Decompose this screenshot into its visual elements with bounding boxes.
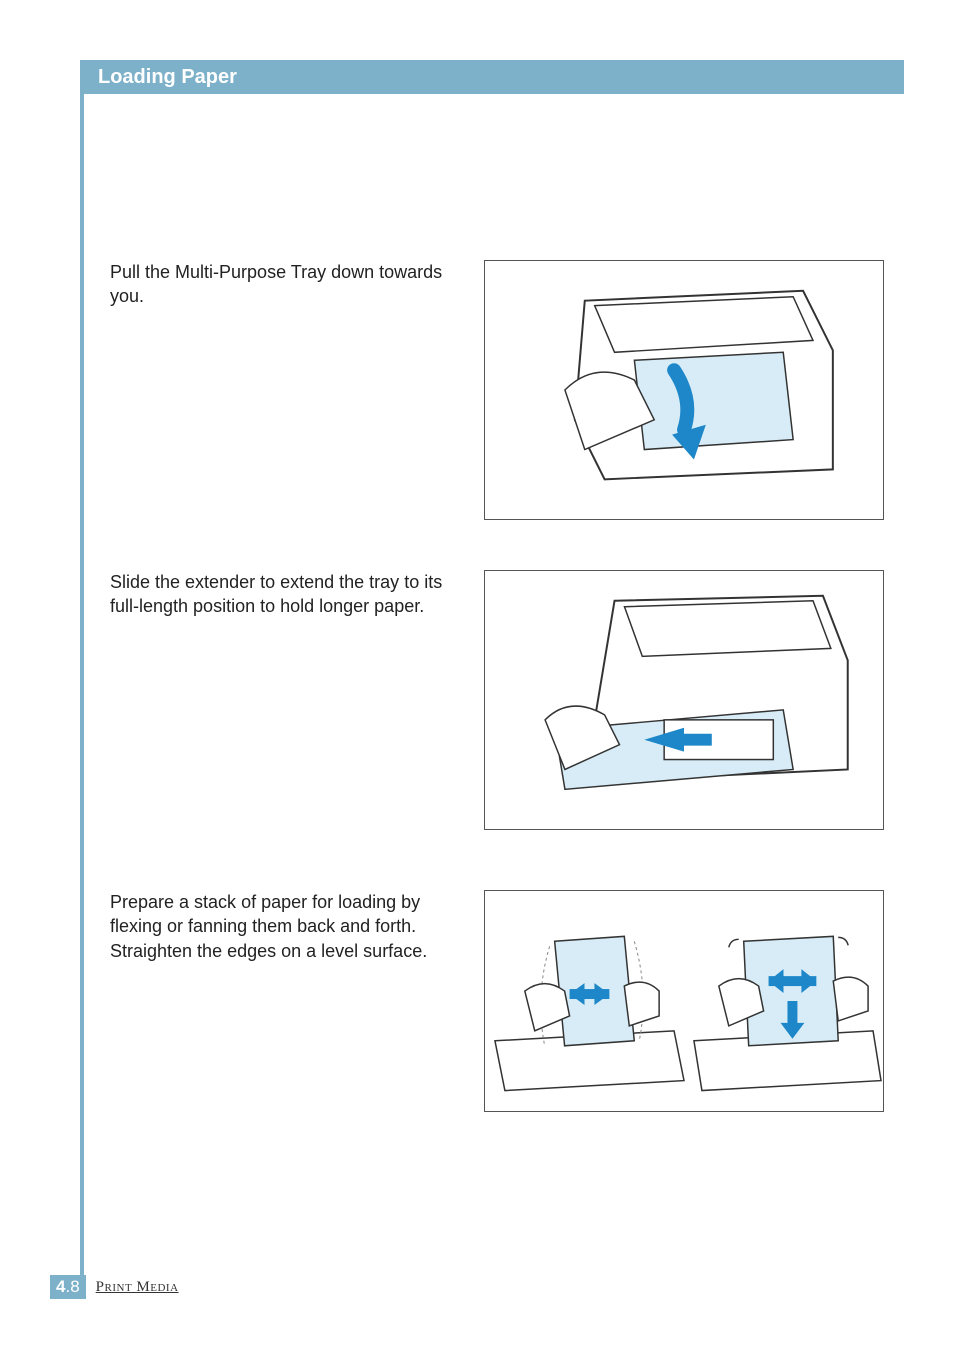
step-3-text: Prepare a stack of paper for loading by …	[110, 890, 484, 963]
left-rule	[80, 60, 84, 1299]
step-2: Slide the extender to extend the tray to…	[110, 570, 884, 830]
step-3: Prepare a stack of paper for loading by …	[110, 890, 884, 1112]
paper-fan-icon	[485, 891, 883, 1111]
page-number: 8	[70, 1277, 79, 1296]
footer-section-label: Print Media	[96, 1279, 179, 1296]
section-title: Loading Paper	[84, 66, 237, 89]
step-3-figure	[484, 890, 884, 1112]
step-1: Pull the Multi-Purpose Tray down towards…	[110, 260, 884, 520]
step-2-text: Slide the extender to extend the tray to…	[110, 570, 484, 619]
printer-extender-icon	[485, 571, 883, 829]
chapter-number: 4	[56, 1277, 65, 1296]
printer-tray-down-icon	[485, 261, 883, 519]
section-header: Loading Paper	[84, 60, 904, 94]
page-number-box: 4.8	[50, 1275, 86, 1299]
page-footer: 4.8 Print Media	[50, 1275, 179, 1299]
step-1-text: Pull the Multi-Purpose Tray down towards…	[110, 260, 484, 309]
step-2-figure	[484, 570, 884, 830]
page-body: Loading Paper Pull the Multi-Purpose Tra…	[50, 40, 904, 1289]
step-1-figure	[484, 260, 884, 520]
